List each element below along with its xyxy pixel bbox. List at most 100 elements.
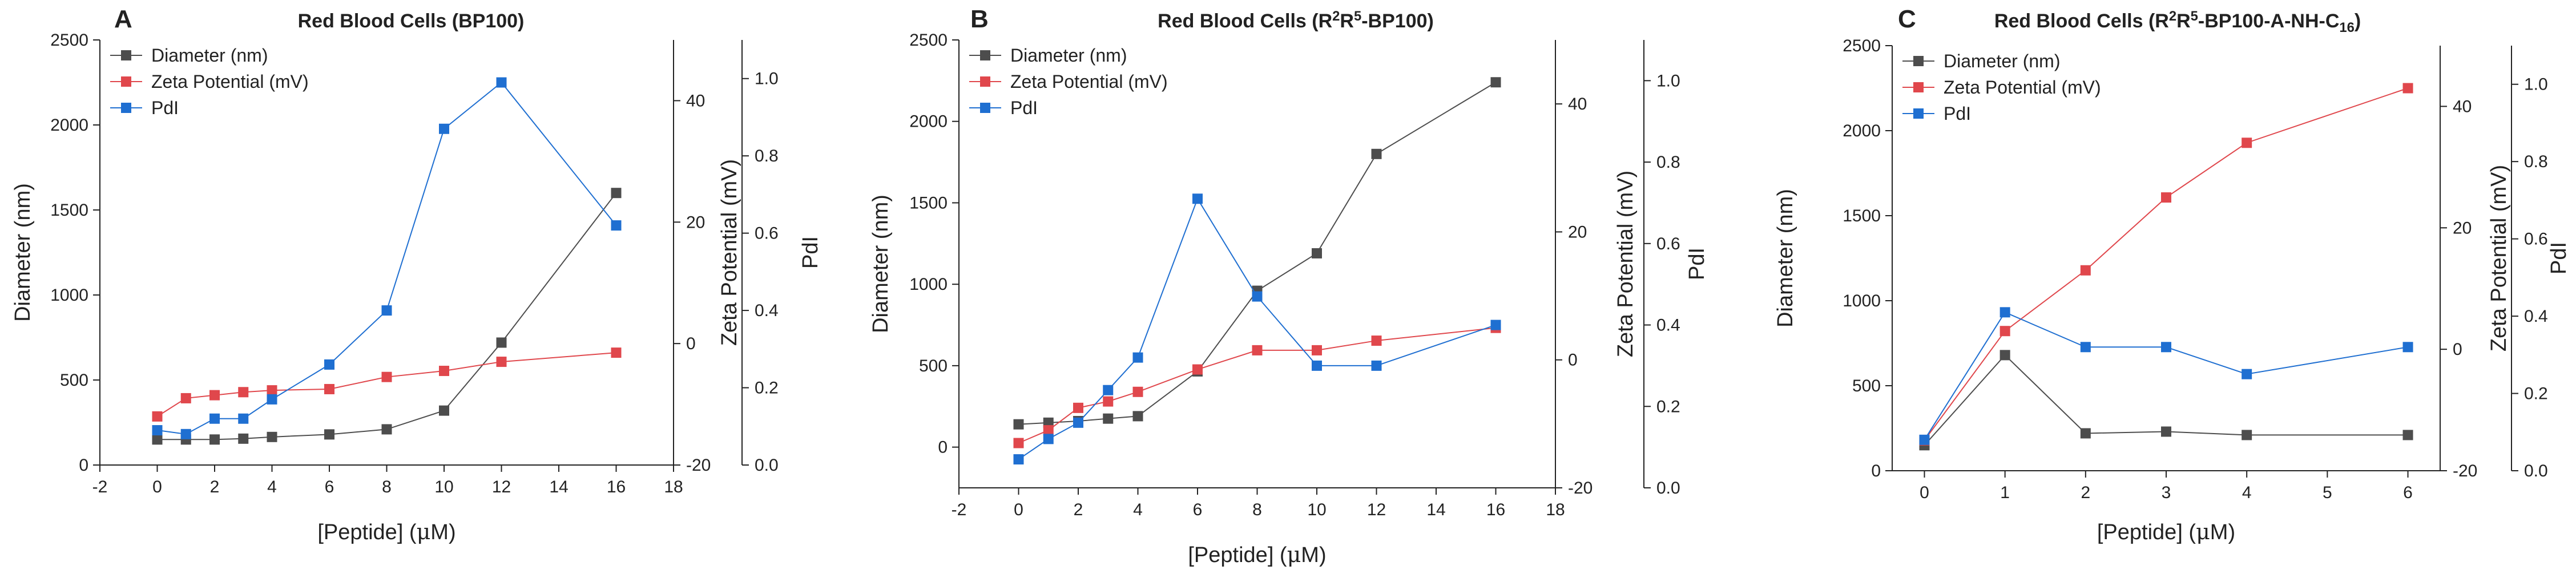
data-point bbox=[1043, 425, 1054, 436]
chart-title-part: Red Blood Cells (BP100) bbox=[298, 10, 525, 32]
chart-title-part: 2 bbox=[1332, 9, 1340, 24]
data-point bbox=[1371, 335, 1382, 346]
x-tick-label: 0 bbox=[152, 478, 162, 496]
chart-title-part: -BP100-A-NH-C bbox=[2198, 10, 2339, 32]
data-point bbox=[1490, 77, 1501, 88]
data-point bbox=[209, 434, 220, 445]
chart-title-part: R bbox=[2176, 10, 2191, 32]
x-tick-label: 2 bbox=[1074, 500, 1083, 519]
y3-tick-label: 0.0 bbox=[2524, 462, 2548, 480]
y1-tick-label: 2500 bbox=[1843, 37, 1881, 55]
y2-tick-label: 40 bbox=[1568, 95, 1587, 114]
legend-label: PdI bbox=[1010, 98, 1038, 118]
legend-marker bbox=[980, 50, 990, 60]
x-tick-label: 16 bbox=[1486, 500, 1505, 519]
x-tick-label: 12 bbox=[492, 478, 511, 496]
x-tick-label: 16 bbox=[607, 478, 626, 496]
legend-label: PdI bbox=[1944, 103, 1971, 124]
data-point bbox=[1999, 326, 2010, 337]
y3-axis-title: PdI bbox=[1685, 248, 1709, 280]
data-point bbox=[1490, 320, 1501, 330]
data-point bbox=[1192, 193, 1203, 204]
data-point bbox=[238, 413, 249, 424]
data-point bbox=[1103, 413, 1114, 424]
x-tick-label: 18 bbox=[664, 478, 683, 496]
x-tick-label: 10 bbox=[434, 478, 453, 496]
y3-tick-label: 0.2 bbox=[755, 379, 779, 398]
x-tick-label: 14 bbox=[1426, 500, 1445, 519]
y2-tick-label: 0 bbox=[2453, 340, 2462, 359]
y1-tick-label: 0 bbox=[938, 438, 948, 457]
data-point bbox=[1252, 345, 1263, 355]
y1-tick-label: 0 bbox=[79, 456, 88, 475]
x-tick-label: 2 bbox=[2081, 483, 2090, 502]
data-point bbox=[1919, 434, 1930, 445]
x-axis-title-part: M) bbox=[1301, 543, 1326, 567]
y2-axis-title: Zeta Potential (mV) bbox=[1614, 171, 1638, 357]
chart-title-part: R bbox=[1340, 10, 1354, 32]
data-point bbox=[267, 431, 277, 442]
chart-title-part: 16 bbox=[2339, 20, 2354, 35]
x-axis-title-part: μ bbox=[417, 519, 431, 544]
legend-marker bbox=[1913, 82, 1924, 92]
x-tick-label: 0 bbox=[1920, 483, 1929, 502]
y1-tick-label: 500 bbox=[919, 357, 948, 375]
y2-tick-label: 20 bbox=[1568, 223, 1587, 241]
series-line bbox=[1018, 327, 1496, 444]
data-point bbox=[611, 220, 622, 231]
x-tick-label: 5 bbox=[2323, 483, 2332, 502]
y1-tick-label: 1500 bbox=[1843, 207, 1881, 225]
chart-title-part: -BP100) bbox=[1361, 10, 1434, 32]
panel-C: C Red Blood Cells (R2R5-BP100-A-NH-C16)0 1… bbox=[1773, 5, 2571, 544]
legend-marker bbox=[980, 103, 990, 113]
y3-tick-label: 0.2 bbox=[2524, 385, 2548, 403]
y3-tick-label: 0.4 bbox=[2524, 307, 2548, 326]
data-point bbox=[1013, 454, 1024, 465]
chart-title: Red Blood Cells (R2R5-BP100-A-NH-C16) bbox=[1994, 9, 2361, 35]
legend-marker bbox=[1913, 56, 1924, 66]
data-point bbox=[1073, 417, 1083, 428]
y3-tick-label: 0.4 bbox=[755, 301, 779, 320]
chart-title-part: 5 bbox=[1354, 9, 1361, 24]
x-axis-title-part: M) bbox=[430, 520, 455, 544]
data-point bbox=[2161, 426, 2171, 437]
x-tick-label: 1 bbox=[2000, 483, 2010, 502]
y1-tick-label: 500 bbox=[1852, 377, 1881, 395]
data-point bbox=[381, 424, 392, 435]
data-point bbox=[1312, 248, 1322, 258]
data-point bbox=[267, 394, 277, 405]
y1-tick-label: 500 bbox=[60, 371, 88, 390]
y3-axis-title: PdI bbox=[799, 236, 823, 269]
x-tick-label: 8 bbox=[1252, 500, 1262, 519]
data-point bbox=[209, 413, 220, 424]
y2-tick-label: -20 bbox=[2453, 462, 2477, 480]
data-point bbox=[267, 385, 277, 396]
y3-tick-label: 0.8 bbox=[2524, 152, 2548, 171]
series-line bbox=[1924, 354, 2408, 446]
chart-title-part: Red Blood Cells (R bbox=[1158, 10, 1332, 32]
y2-tick-label: -20 bbox=[686, 456, 711, 475]
data-point bbox=[2242, 369, 2252, 379]
data-point bbox=[152, 411, 163, 422]
x-tick-label: 6 bbox=[2403, 483, 2413, 502]
y3-tick-label: 0.2 bbox=[1656, 397, 1680, 416]
data-point bbox=[324, 429, 334, 440]
legend-label: Diameter (nm) bbox=[1010, 45, 1127, 66]
series-line bbox=[1924, 87, 2408, 441]
y3-tick-label: 0.6 bbox=[1656, 235, 1680, 253]
chart-title: Red Blood Cells (BP100) bbox=[298, 10, 525, 32]
y1-tick-label: 2500 bbox=[50, 31, 88, 50]
data-point bbox=[1132, 386, 1143, 397]
legend-label: Zeta Potential (mV) bbox=[1944, 77, 2101, 98]
y3-tick-label: 1.0 bbox=[755, 70, 779, 88]
series-line bbox=[156, 352, 616, 417]
y1-axis-title: Diameter (nm) bbox=[1773, 189, 1797, 328]
x-axis-title-part: [Peptide] ( bbox=[2097, 520, 2196, 544]
data-point bbox=[1999, 350, 2010, 361]
data-point bbox=[1999, 307, 2010, 318]
panel-letter: B bbox=[970, 5, 989, 33]
data-point bbox=[2080, 428, 2091, 439]
x-tick-label: 6 bbox=[325, 478, 334, 496]
data-point bbox=[1103, 385, 1114, 395]
